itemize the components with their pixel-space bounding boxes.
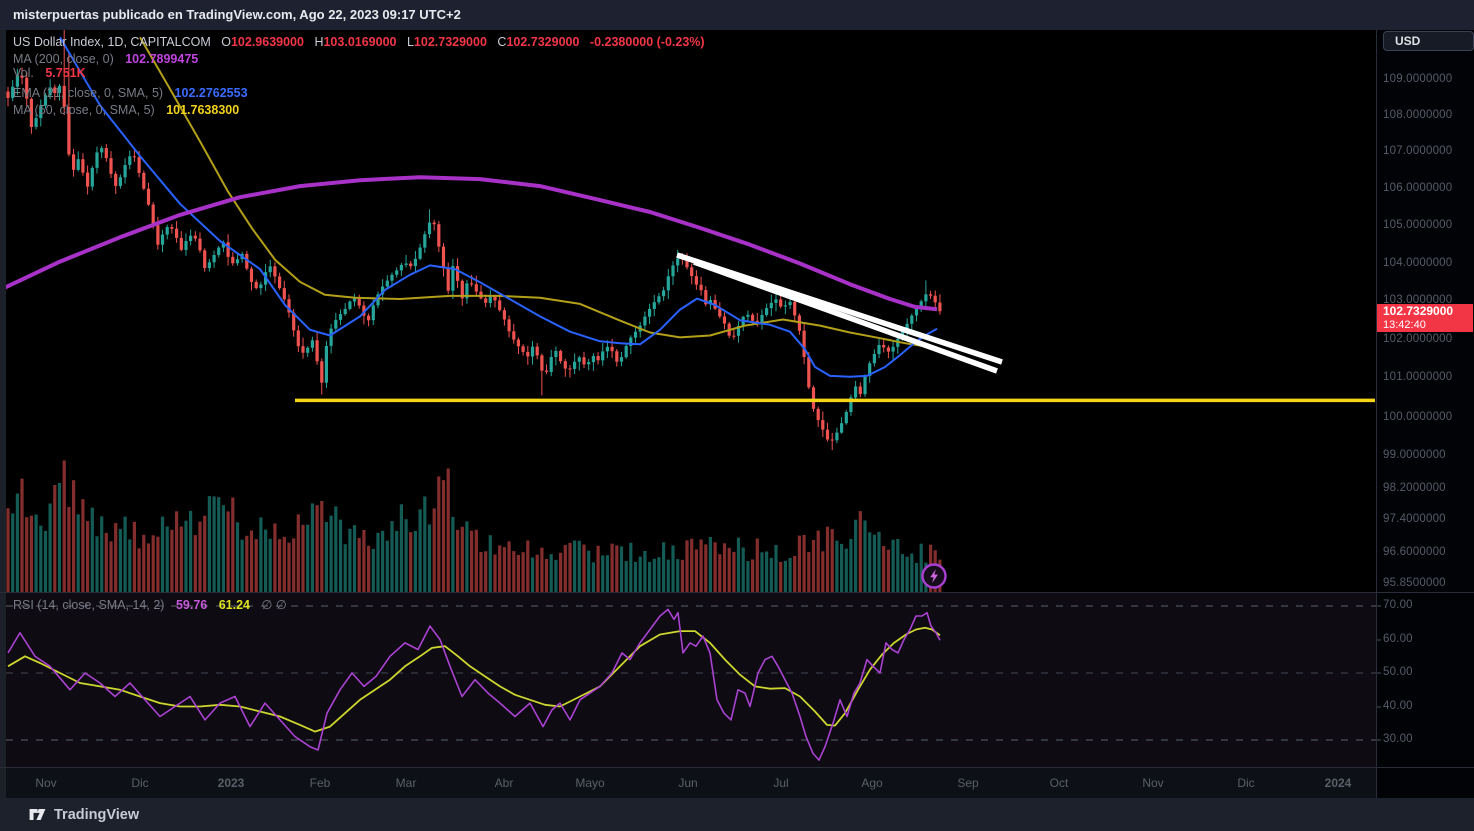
time-axis-label: Jul	[773, 776, 789, 790]
ma200-value: 102.7899475	[125, 52, 199, 66]
legend-volume-row[interactable]: Vol. 5.751K	[13, 66, 86, 80]
rsi-axis-label: 50.00	[1383, 666, 1413, 678]
time-axis-label: Jun	[678, 776, 698, 790]
low-label: L	[406, 35, 414, 49]
time-axis-label: 2024	[1324, 776, 1352, 790]
low-value: 102.7329000	[413, 35, 487, 49]
open-value: 102.9639000	[230, 35, 304, 49]
ema21-value: 102.2762553	[174, 86, 248, 100]
last-price-value: 102.7329000	[1383, 304, 1454, 318]
rsi-label: RSI (14, close, SMA, 14, 2)	[13, 598, 165, 612]
time-axis-label: Feb	[309, 776, 331, 790]
time-axis-label: Dic	[1237, 776, 1255, 790]
price-axis-label: 102.0000000	[1383, 333, 1453, 345]
price-axis-label: 107.0000000	[1383, 145, 1453, 157]
rsi-ma-value: 61.24	[218, 598, 250, 612]
price-axis-label: 100.0000000	[1383, 411, 1453, 423]
close-value: 102.7329000	[506, 35, 580, 49]
price-axis-label: 105.0000000	[1383, 219, 1453, 231]
price-axis-label: 109.0000000	[1383, 73, 1453, 85]
rsi-value: 59.76	[175, 598, 208, 612]
rsi-axis-label: 60.00	[1383, 633, 1413, 645]
open-label: O	[221, 35, 231, 49]
price-axis-label: 95.8500000	[1383, 577, 1446, 589]
price-axis-label: 108.0000000	[1383, 109, 1453, 121]
tradingview-logo-text: TradingView	[54, 806, 140, 823]
price-axis-label: 99.0000000	[1383, 449, 1446, 461]
publish-header: misterpuertas publicado en TradingView.c…	[0, 0, 1474, 30]
pane-divider[interactable]	[0, 592, 1474, 593]
legend-symbol-row[interactable]: US Dollar Index, 1D, CAPITALCOM O102.963…	[13, 35, 705, 49]
time-axis-label: Nov	[1142, 776, 1164, 790]
price-axis-label: 101.0000000	[1383, 371, 1453, 383]
legend-ma200-row[interactable]: MA (200, close, 0) 102.7899475	[13, 52, 198, 66]
ma50-value: 101.7638300	[166, 103, 240, 117]
last-price-tag: 102.7329000 13:42:40	[1377, 304, 1473, 332]
rsi-axis-label: 30.00	[1383, 733, 1413, 745]
rsi-axis-label: 70.00	[1383, 599, 1413, 611]
price-axis-label: 98.2000000	[1383, 482, 1446, 494]
time-axis-label: Mayo	[575, 776, 605, 790]
time-axis-label: Sep	[957, 776, 979, 790]
rsi-axis-label: 40.00	[1383, 700, 1413, 712]
time-axis-label: Nov	[35, 776, 57, 790]
rsi-band-values: ∅ ∅	[261, 598, 287, 612]
ma50-label: MA (50, close, 0, SMA, 5)	[13, 103, 155, 117]
time-axis-label: Mar	[395, 776, 417, 790]
symbol-title: US Dollar Index, 1D, CAPITALCOM	[13, 35, 211, 49]
high-value: 103.0169000	[323, 35, 397, 49]
price-axis-label: 97.4000000	[1383, 513, 1446, 525]
volume-label: Vol.	[13, 66, 34, 80]
rsi-pane[interactable]	[6, 593, 1377, 767]
time-axis-label: Dic	[131, 776, 149, 790]
volume-value: 5.751K	[45, 66, 86, 80]
price-axis[interactable]	[1377, 30, 1474, 798]
price-axis-border	[1376, 30, 1377, 798]
axis-divider	[0, 767, 1474, 768]
tradingview-logo[interactable]: TradingView	[28, 805, 139, 824]
ema21-label: EMA (21, close, 0, SMA, 5)	[13, 86, 164, 100]
currency-toggle-button[interactable]: USD	[1383, 31, 1474, 51]
price-axis-label: 96.6000000	[1383, 546, 1446, 558]
publish-header-title: misterpuertas publicado en TradingView.c…	[13, 7, 461, 22]
price-axis-label: 103.0000000	[1383, 294, 1453, 306]
time-axis-label: Oct	[1049, 776, 1069, 790]
bar-countdown: 13:42:40	[1383, 319, 1426, 331]
ma200-label: MA (200, close, 0)	[13, 52, 114, 66]
flash-button[interactable]	[920, 562, 948, 590]
price-axis-label: 106.0000000	[1383, 182, 1453, 194]
left-frame	[0, 30, 6, 798]
legend-rsi-row[interactable]: RSI (14, close, SMA, 14, 2) 59.76 61.24 …	[13, 597, 287, 612]
time-axis-label: Ago	[861, 776, 883, 790]
watermark-bar: TradingView	[0, 798, 1474, 831]
tradingview-logo-icon	[29, 808, 46, 821]
price-axis-label: 104.0000000	[1383, 257, 1453, 269]
legend-ema21-row[interactable]: EMA (21, close, 0, SMA, 5) 102.2762553	[13, 86, 248, 100]
time-axis-label: 2023	[217, 776, 245, 790]
time-axis[interactable]	[6, 768, 1377, 798]
change-value: -0.2380000 (-0.23%)	[589, 35, 705, 49]
legend-ma50-row[interactable]: MA (50, close, 0, SMA, 5) 101.7638300	[13, 103, 239, 117]
time-axis-label: Abr	[494, 776, 514, 790]
